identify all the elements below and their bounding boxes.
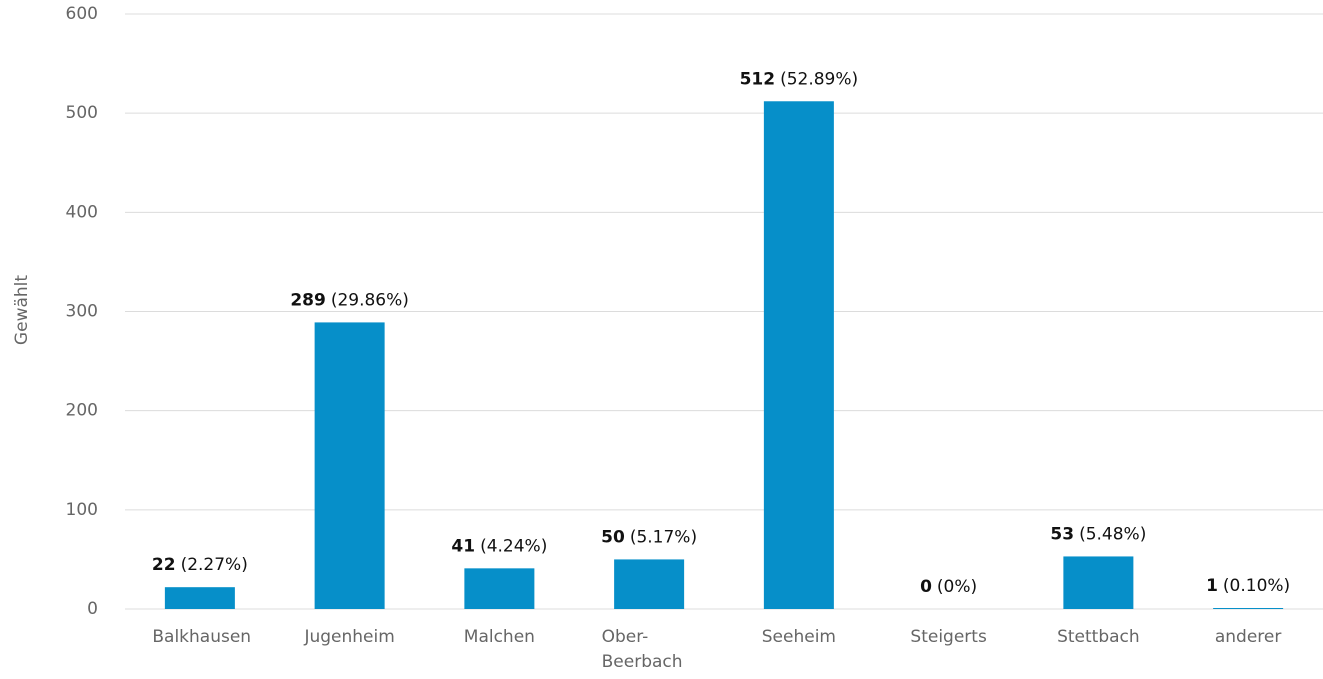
data-label: 0 (0%) [920, 577, 977, 597]
data-value: 0 [920, 577, 932, 597]
data-value: 53 [1050, 524, 1074, 544]
data-label: 22 (2.27%) [152, 555, 248, 575]
bar [1213, 608, 1284, 609]
data-value: 1 [1206, 576, 1218, 596]
data-label: 289 (29.86%) [290, 290, 409, 310]
data-percent: (5.48%) [1079, 524, 1146, 544]
data-value: 512 [740, 69, 776, 89]
data-label: 1 (0.10%) [1206, 576, 1290, 596]
data-label: 512 (52.89%) [740, 69, 859, 89]
x-tick: Jugenheim [275, 625, 425, 650]
data-percent: (52.89%) [780, 69, 858, 89]
bar [614, 559, 685, 609]
x-tick-label: Stettbach [1057, 627, 1140, 647]
data-label: 50 (5.17%) [601, 527, 697, 547]
y-axis-label: Gewählt [12, 275, 32, 345]
y-tick-label: 300 [66, 302, 98, 322]
x-tick-label: Seeheim [761, 627, 836, 647]
y-tick-label: 0 [87, 599, 98, 619]
data-percent: (5.17%) [630, 527, 697, 547]
y-tick-label: 400 [66, 202, 98, 222]
y-tick-label: 600 [66, 4, 98, 24]
x-tick-label: anderer [1214, 627, 1282, 647]
x-tick: Balkhausen [125, 625, 275, 650]
bar [164, 587, 235, 609]
y-tick-label: 200 [66, 401, 98, 421]
x-tick: Ober-Beerbach [574, 625, 724, 675]
x-tick: Stettbach [1024, 625, 1174, 650]
data-percent: (4.24%) [480, 536, 547, 556]
bar [763, 101, 834, 610]
bar [1063, 556, 1134, 609]
x-tick-label: Malchen [463, 627, 535, 647]
data-percent: (2.27%) [181, 555, 248, 575]
data-value: 41 [451, 536, 475, 556]
bar [314, 322, 385, 609]
x-tick-label: Ober-Beerbach [601, 627, 683, 672]
data-label: 53 (5.48%) [1050, 524, 1146, 544]
data-label: 41 (4.24%) [451, 536, 547, 556]
x-tick: Seeheim [724, 625, 874, 650]
x-tick-label: Balkhausen [152, 627, 252, 647]
data-percent: (0.10%) [1223, 576, 1290, 596]
data-value: 50 [601, 527, 625, 547]
bar [464, 568, 535, 609]
y-tick-label: 100 [66, 500, 98, 520]
data-value: 22 [152, 555, 176, 575]
x-tick: Steigerts [874, 625, 1024, 650]
x-tick: Malchen [425, 625, 575, 650]
x-tick-label: Steigerts [910, 627, 987, 647]
data-value: 289 [290, 290, 326, 310]
x-tick: anderer [1173, 625, 1323, 650]
x-tick-label: Jugenheim [304, 627, 395, 647]
data-percent: (0%) [937, 577, 977, 597]
y-tick-label: 500 [66, 103, 98, 123]
data-percent: (29.86%) [331, 290, 409, 310]
